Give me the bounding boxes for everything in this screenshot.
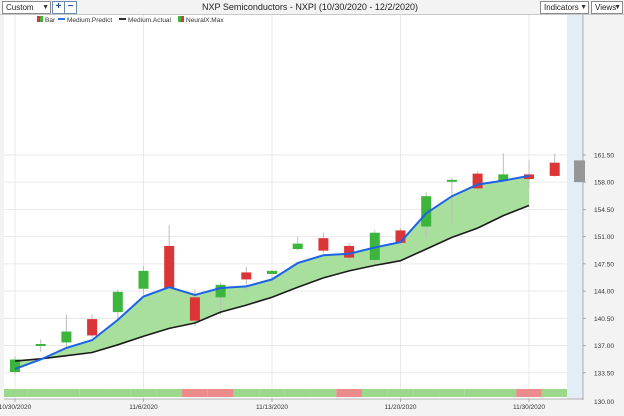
y-tick-label: 158.00	[594, 180, 614, 187]
gridlines	[4, 15, 583, 399]
candle-up	[61, 331, 72, 343]
candle-up	[421, 196, 432, 227]
x-tick-label: 11/13/2020	[256, 404, 288, 411]
signal-cell	[207, 389, 234, 397]
candle-up	[292, 243, 303, 250]
x-tick-label: 10/30/2020	[0, 404, 32, 411]
signal-cell	[541, 389, 567, 397]
signal-cell	[130, 389, 157, 397]
candle-up	[10, 359, 20, 372]
candle-down	[241, 272, 252, 280]
y-tick-label: 154.50	[594, 207, 614, 214]
y-tick-label: 140.50	[594, 316, 614, 323]
x-tick-label: 11/6/2020	[129, 404, 158, 411]
zoom-out-button[interactable]: −	[64, 1, 77, 14]
forecast-region	[567, 15, 583, 399]
views-dropdown[interactable]: Views ▼	[591, 1, 623, 14]
signal-cell	[516, 389, 542, 397]
legend-neuralx-max: NeuralX.Max	[186, 17, 224, 24]
candle-down	[472, 173, 483, 189]
candle-up	[138, 270, 149, 289]
candle-up	[35, 343, 46, 346]
candle-up	[369, 232, 380, 260]
y-tick-label: 151.00	[594, 234, 614, 241]
candle-up	[112, 291, 123, 313]
candle-down	[164, 245, 175, 288]
legend-bar: Bar	[45, 17, 56, 24]
toolbar: Custom ▼ + − NXP Semiconductors - NXPI (…	[0, 0, 624, 15]
legend-bar-swatch-down	[37, 16, 40, 22]
signal-cell	[361, 389, 388, 397]
signal-cell	[104, 389, 131, 397]
y-tick-label: 161.50	[594, 152, 614, 159]
period-select[interactable]: Custom ▼	[2, 1, 51, 14]
candle-down	[189, 297, 200, 321]
indicators-dropdown[interactable]: Indicators ▼	[540, 1, 589, 14]
signal-cell	[79, 389, 105, 397]
x-axis: 10/30/2020 11/6/2020 11/13/2020 11/20/2020 1…	[0, 398, 583, 411]
candlesticks	[10, 153, 560, 376]
legend: Bar Medium.Predict Medium.Actual NeuralX…	[37, 16, 224, 24]
y-tick-label: 130.00	[594, 399, 614, 406]
signal-cell	[387, 389, 414, 397]
signal-cell	[233, 389, 260, 397]
signal-cell	[413, 389, 440, 397]
candle-down	[395, 230, 406, 243]
medium-actual-line	[14, 204, 530, 362]
signal-cell	[490, 389, 517, 397]
signal-cell	[336, 389, 362, 397]
signal-cell	[464, 389, 491, 397]
y-tick-label: 147.50	[594, 261, 614, 268]
period-select-value: Custom	[6, 3, 34, 12]
signal-cell	[259, 389, 285, 397]
x-tick-label: 11/30/2020	[513, 404, 545, 411]
y-axis: 133.50 137.00 140.50 144.00 147.50 151.00 154.…	[582, 15, 614, 406]
y-tick-label: 144.00	[594, 289, 614, 296]
chart-title: NXP Semiconductors - NXPI (10/30/2020 - …	[202, 2, 418, 12]
candle-up	[215, 284, 226, 298]
candle-down	[344, 245, 355, 258]
signal-strip	[4, 389, 567, 397]
chevron-down-icon: ▼	[580, 4, 587, 11]
legend-neural-swatch-down	[181, 16, 184, 22]
y-tick-label: 133.50	[594, 370, 614, 377]
indicators-label: Indicators	[544, 3, 579, 12]
signal-cell	[27, 389, 54, 397]
candle-down	[87, 319, 98, 336]
signal-cell	[4, 389, 28, 397]
candle-up	[498, 174, 509, 181]
candle-down	[549, 162, 560, 176]
signal-cell	[53, 389, 80, 397]
candle-up	[267, 270, 277, 274]
legend-medium-actual: Medium.Actual	[128, 17, 172, 24]
forecast-bar	[574, 160, 585, 183]
signal-cell	[439, 389, 465, 397]
signal-cell	[156, 389, 183, 397]
signal-cell	[310, 389, 337, 397]
signal-cell	[284, 389, 311, 397]
legend-neural-swatch-up	[178, 16, 181, 22]
legend-medium-predict: Medium.Predict	[67, 17, 112, 24]
signal-cell	[182, 389, 208, 397]
chevron-down-icon: ▼	[614, 4, 621, 11]
prediction-band	[15, 175, 529, 369]
medium-predict-line	[14, 174, 530, 370]
views-label: Views	[595, 3, 617, 12]
x-tick-label: 11/20/2020	[384, 404, 416, 411]
chevron-down-icon: ▼	[42, 4, 49, 11]
candle-up	[446, 179, 457, 182]
candle-down	[318, 238, 329, 251]
y-tick-label: 137.00	[594, 343, 614, 350]
